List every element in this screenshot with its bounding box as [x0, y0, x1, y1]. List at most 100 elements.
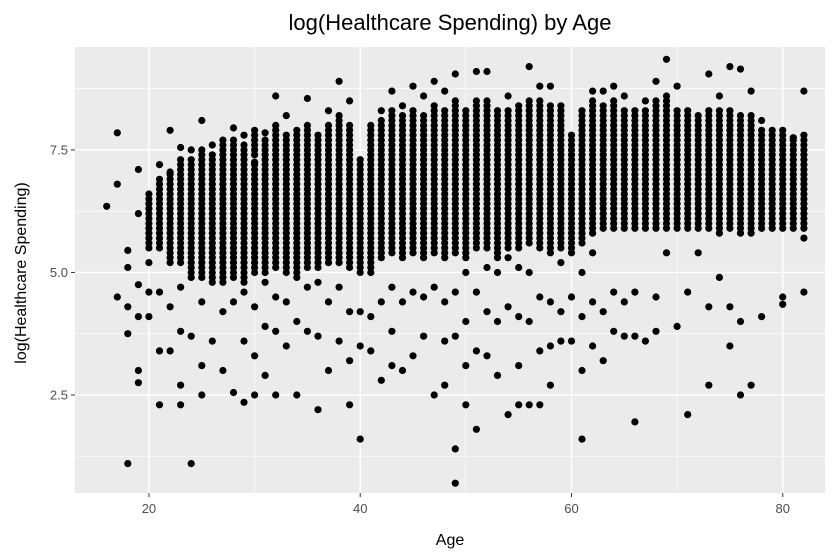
data-point [451, 70, 459, 78]
data-point [134, 313, 142, 321]
data-point [303, 121, 311, 129]
data-point [219, 141, 227, 149]
data-point [251, 303, 259, 311]
data-point [208, 151, 216, 159]
data-point [166, 347, 174, 355]
data-point [462, 362, 470, 370]
data-point [599, 102, 607, 110]
data-point [599, 170, 607, 178]
data-point [546, 82, 555, 90]
data-point [472, 347, 480, 355]
data-point [652, 200, 660, 208]
data-point [367, 313, 375, 321]
data-point [589, 87, 597, 95]
data-point [282, 224, 290, 232]
data-point [631, 418, 639, 426]
data-point [377, 298, 385, 306]
data-point [303, 249, 311, 257]
data-point [187, 332, 195, 340]
data-point [303, 175, 311, 183]
data-point [536, 293, 544, 301]
data-point [620, 214, 628, 223]
data-point [145, 259, 153, 267]
data-point [272, 121, 280, 129]
data-point [758, 200, 766, 208]
data-point [694, 249, 702, 257]
data-point [377, 107, 385, 115]
data-point [124, 330, 132, 338]
data-point [567, 136, 576, 144]
data-point [546, 102, 555, 110]
data-point [346, 190, 354, 198]
data-point [451, 479, 459, 487]
data-point [272, 327, 280, 335]
data-point [261, 136, 269, 144]
data-point [652, 161, 660, 169]
data-point [272, 92, 280, 100]
data-point [155, 288, 164, 296]
data-point [620, 332, 628, 340]
data-point [684, 411, 692, 419]
data-point [356, 435, 364, 443]
data-point [610, 200, 618, 208]
data-point [536, 205, 544, 213]
data-point [388, 244, 396, 252]
data-point [335, 112, 343, 120]
data-point [261, 205, 269, 213]
data-point [631, 151, 639, 159]
data-points [103, 55, 808, 487]
data-point [251, 131, 259, 139]
data-point [293, 165, 301, 174]
data-point [272, 146, 280, 154]
data-point [356, 161, 364, 169]
data-point [779, 300, 787, 308]
data-point [229, 263, 238, 272]
data-point [166, 170, 174, 178]
data-point [240, 175, 248, 183]
data-point [272, 180, 280, 188]
data-point [124, 460, 132, 468]
data-point [198, 268, 206, 277]
data-point [567, 293, 576, 301]
data-point [462, 268, 470, 277]
data-point [430, 77, 438, 85]
data-point [451, 200, 459, 208]
x-axis-ticks: 20 40 60 80 [142, 493, 790, 516]
data-point [578, 268, 586, 277]
data-point [303, 94, 311, 103]
data-point [472, 425, 480, 433]
data-point [599, 87, 607, 95]
data-point [515, 401, 523, 409]
data-point [388, 131, 396, 139]
data-point [515, 263, 523, 272]
data-point [758, 116, 766, 125]
data-point [261, 322, 269, 330]
data-point [546, 131, 555, 139]
chart-title: log(Healthcare Spending) by Age [289, 10, 612, 35]
plot-panel [75, 47, 825, 493]
data-point [324, 146, 333, 154]
data-point [536, 401, 544, 409]
data-point [472, 244, 480, 252]
data-point [356, 342, 364, 350]
data-point [134, 366, 142, 375]
data-point [303, 283, 311, 291]
data-point [779, 210, 787, 218]
data-point [441, 175, 449, 183]
data-point [251, 161, 259, 169]
data-point [441, 214, 449, 223]
data-point [589, 131, 597, 139]
data-point [567, 337, 576, 345]
data-point [631, 112, 639, 120]
data-point [715, 107, 724, 115]
data-point [145, 214, 153, 223]
data-point [779, 170, 787, 178]
data-point [367, 161, 375, 169]
data-point [177, 381, 185, 389]
data-point [398, 102, 407, 110]
data-point [800, 87, 808, 95]
data-point [388, 362, 396, 370]
data-point [420, 92, 428, 100]
data-point [589, 210, 597, 218]
data-point [483, 352, 491, 360]
